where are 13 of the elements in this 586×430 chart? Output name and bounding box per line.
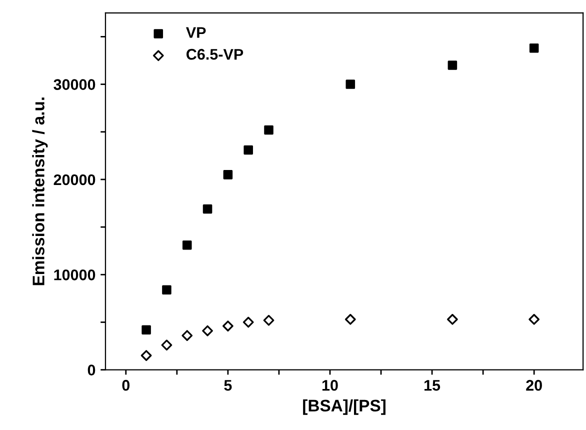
x-axis-title: [BSA]/[PS] — [303, 399, 386, 415]
legend-label: C6.5-VP — [186, 48, 244, 60]
legend-label: VP — [186, 27, 206, 38]
y-tick-label: 20000 — [54, 174, 96, 186]
y-tick-label: 30000 — [54, 79, 96, 90]
y-tick-label: 10000 — [54, 269, 96, 280]
x-tick-label: 20 — [526, 380, 542, 391]
y-axis-title: Emission intensity / a.u. — [32, 98, 48, 286]
x-tick-label: 10 — [322, 380, 338, 391]
y-tick-label: 0 — [88, 364, 96, 376]
x-tick-label: 0 — [122, 380, 130, 391]
x-tick-label: 5 — [224, 380, 232, 391]
x-tick-label: 15 — [424, 380, 440, 391]
